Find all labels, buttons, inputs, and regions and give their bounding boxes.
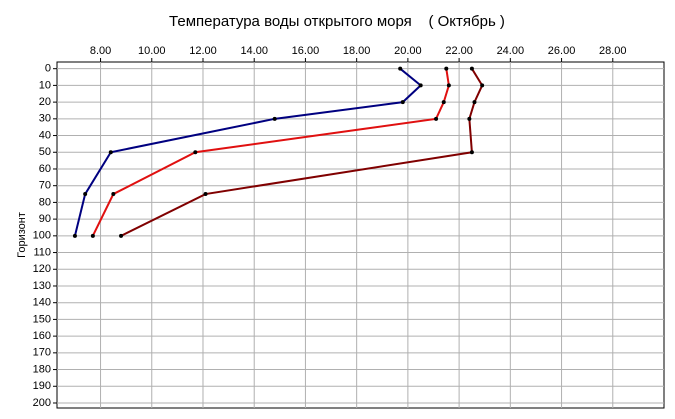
x-tick-label: 8.00	[90, 45, 111, 57]
point	[193, 150, 198, 155]
y-tick-label: 100	[33, 230, 51, 242]
y-tick-label: 50	[39, 146, 51, 158]
point	[472, 100, 477, 105]
point	[203, 192, 208, 197]
y-tick-label: 140	[33, 297, 51, 309]
y-tick-label: 80	[39, 196, 51, 208]
x-tick-label: 24.00	[497, 45, 525, 57]
point	[467, 116, 472, 121]
y-tick-label: 10	[39, 79, 51, 91]
x-tick-label: 18.00	[343, 45, 371, 57]
point	[444, 66, 449, 71]
y-tick-label: 30	[39, 113, 51, 125]
point	[398, 66, 403, 71]
x-tick-label: 12.00	[189, 45, 217, 57]
y-tick-label: 90	[39, 213, 51, 225]
y-axis-label: Горизонт	[16, 212, 28, 258]
point	[446, 83, 451, 88]
x-tick-label: 16.00	[292, 45, 320, 57]
x-tick-label: 26.00	[548, 45, 576, 57]
point	[434, 116, 439, 121]
point	[119, 233, 124, 238]
point	[108, 150, 113, 155]
plot-area	[56, 61, 665, 409]
y-tick-label: 150	[33, 313, 51, 325]
x-tick-label: 14.00	[240, 45, 268, 57]
y-tick-label: 0	[45, 63, 51, 75]
y-tick-label: 120	[33, 263, 51, 275]
chart-title: Температура воды открытого моря ( Октябр…	[169, 13, 505, 30]
y-tick-label: 60	[39, 163, 51, 175]
point	[400, 100, 405, 105]
y-tick-label: 40	[39, 129, 51, 141]
y-tick-label: 190	[33, 380, 51, 392]
point	[272, 116, 277, 121]
point	[469, 150, 474, 155]
point	[72, 233, 77, 238]
y-tick-label: 170	[33, 347, 51, 359]
x-tick-label: 10.00	[138, 45, 166, 57]
y-tick-label: 180	[33, 363, 51, 375]
point	[83, 192, 88, 197]
point	[480, 83, 485, 88]
x-tick-label: 20.00	[394, 45, 422, 57]
y-tick-label: 20	[39, 96, 51, 108]
x-tick-label: 28.00	[599, 45, 627, 57]
point	[441, 100, 446, 105]
y-tick-label: 110	[33, 246, 51, 258]
point	[90, 233, 95, 238]
point	[418, 83, 423, 88]
y-tick-label: 200	[33, 397, 51, 409]
x-tick-label: 22.00	[445, 45, 473, 57]
point	[111, 192, 116, 197]
y-tick-label: 160	[33, 330, 51, 342]
y-tick-label: 130	[33, 280, 51, 292]
point	[469, 66, 474, 71]
y-tick-label: 70	[39, 180, 51, 192]
